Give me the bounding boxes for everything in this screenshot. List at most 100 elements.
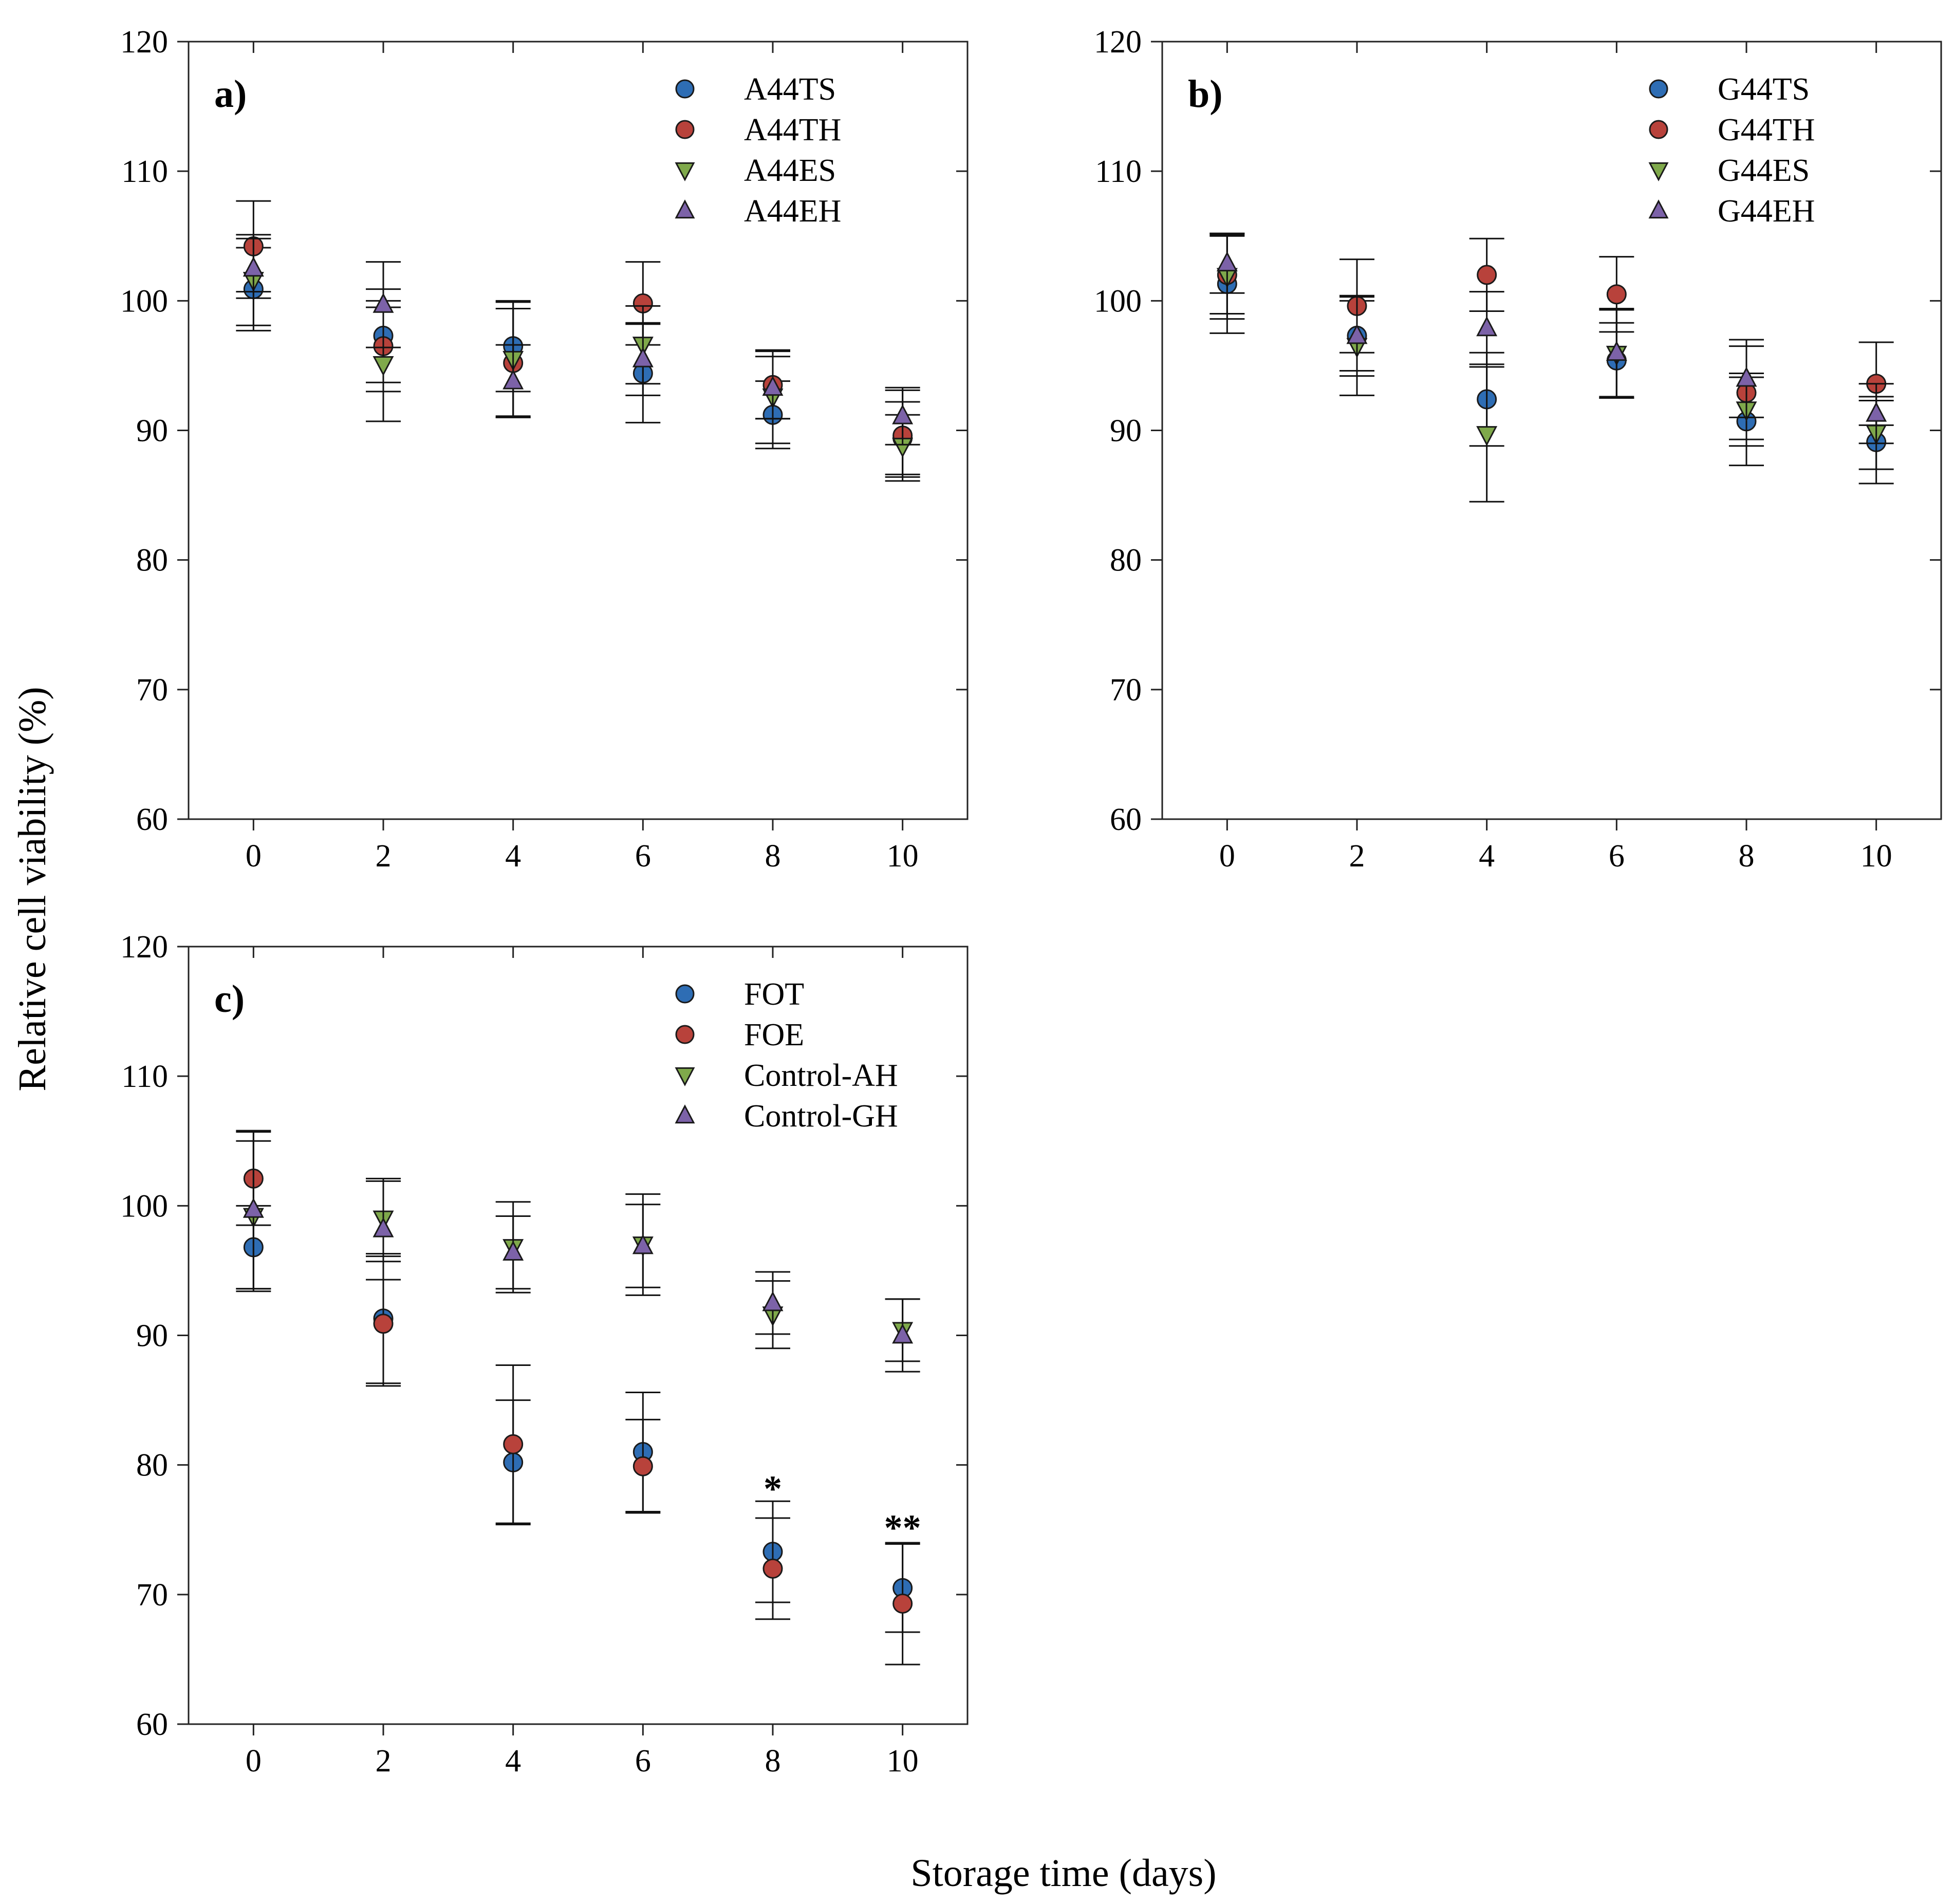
y-tick-label: 90	[136, 1319, 168, 1354]
x-tick-label: 8	[765, 839, 781, 874]
legend-label: A44TS	[744, 72, 836, 107]
data-point	[892, 404, 914, 424]
data-point	[632, 347, 654, 367]
legend-marker	[675, 984, 695, 1004]
legend-marker	[1648, 162, 1669, 181]
data-point	[1606, 284, 1627, 305]
series-foe	[236, 1131, 920, 1666]
x-tick-label: 2	[1349, 839, 1365, 874]
x-tick-label: 8	[1739, 839, 1755, 874]
data-point	[373, 1217, 394, 1237]
x-axis-title: Storage time (days)	[910, 1852, 1216, 1895]
data-point	[1346, 324, 1368, 344]
series-g44eh	[1209, 232, 1894, 445]
legend-label: A44TH	[744, 113, 841, 147]
legend-marker	[675, 1104, 695, 1124]
x-tick-label: 10	[887, 1744, 919, 1779]
legend-label: G44TS	[1718, 72, 1810, 107]
series-control-gh	[236, 1130, 920, 1373]
y-tick-label: 60	[136, 802, 168, 837]
x-tick-label: 4	[505, 839, 521, 874]
y-tick-label: 120	[120, 930, 168, 965]
data-point	[373, 292, 394, 313]
data-point	[373, 356, 394, 376]
legend-label: A44EH	[744, 194, 841, 229]
legend-marker	[675, 199, 695, 219]
significance-annotation: *	[764, 1468, 782, 1509]
data-point	[892, 1593, 913, 1614]
data-point	[1606, 341, 1627, 361]
series-fot	[236, 1205, 920, 1633]
legend-marker	[675, 79, 695, 99]
data-point	[373, 1314, 394, 1334]
legend-label: G44ES	[1718, 153, 1810, 188]
data-point	[243, 256, 264, 277]
data-point	[1736, 366, 1757, 387]
plot-frame	[188, 41, 969, 820]
x-tick-label: 8	[765, 1744, 781, 1779]
y-tick-label: 90	[1110, 414, 1142, 449]
y-tick-label: 80	[136, 1448, 168, 1483]
data-point	[892, 1323, 914, 1344]
series-g44ts	[1209, 234, 1894, 485]
legend-label: G44EH	[1718, 194, 1815, 229]
x-tick-label: 0	[246, 1744, 262, 1779]
x-tick-label: 0	[246, 839, 262, 874]
panel-c: 60 70 80 90 100 110 120 0 2 4 6 8 10 c) FOT FOE Control-…	[120, 930, 969, 1779]
legend-label: FOT	[744, 977, 804, 1012]
x-tick-label: 0	[1219, 839, 1235, 874]
series-control-ah	[236, 1140, 920, 1362]
legend-label: A44ES	[744, 153, 836, 188]
data-point	[762, 1291, 784, 1311]
data-point	[503, 1434, 524, 1454]
x-tick-label: 4	[1479, 839, 1495, 874]
panel-a: 60 70 80 90 100 110 120 0 2 4 6 8 10 a) A44TS A44TH A44E…	[120, 25, 969, 874]
y-tick-label: 100	[120, 1189, 168, 1224]
data-point	[632, 1234, 654, 1254]
y-tick-label: 120	[120, 25, 168, 60]
y-tick-label: 110	[1095, 154, 1142, 189]
panel-label: a)	[214, 72, 247, 116]
y-tick-label: 100	[1094, 284, 1142, 319]
legend-label: Control-GH	[744, 1099, 898, 1134]
data-point	[1476, 316, 1498, 337]
x-tick-label: 6	[1609, 839, 1625, 874]
y-tick-label: 120	[1094, 25, 1142, 60]
y-tick-label: 110	[121, 154, 168, 189]
significance-annotation: **	[884, 1507, 921, 1548]
x-tick-label: 10	[1860, 839, 1892, 874]
series-a44eh	[236, 237, 920, 446]
series-a44th	[236, 200, 920, 482]
x-tick-label: 6	[635, 839, 651, 874]
legend-label: FOE	[744, 1018, 804, 1052]
data-point	[762, 376, 784, 396]
x-tick-label: 2	[376, 839, 392, 874]
data-point	[503, 369, 524, 390]
y-tick-label: 70	[136, 673, 168, 708]
series-a44ts	[236, 247, 920, 475]
series-a44es	[236, 234, 920, 478]
data-point	[503, 1241, 524, 1261]
y-tick-label: 110	[121, 1059, 168, 1094]
y-tick-label: 60	[136, 1707, 168, 1742]
legend-marker	[675, 162, 695, 181]
data-point	[1477, 265, 1497, 285]
panel-b: 60 70 80 90 100 110 120 0 2 4 6 8 10 b) G44TS G44TH G44E…	[1094, 25, 1942, 874]
y-tick-label: 90	[136, 414, 168, 449]
legend-marker	[1649, 120, 1668, 139]
y-axis-title: Relative cell viability (%)	[11, 687, 54, 1091]
series-g44es	[1209, 232, 1894, 503]
data-point	[762, 1558, 783, 1579]
plot-frame	[1161, 41, 1942, 820]
legend-marker	[675, 120, 695, 139]
y-tick-label: 100	[120, 284, 168, 319]
x-tick-label: 6	[635, 1744, 651, 1779]
data-point	[1476, 426, 1498, 447]
data-point	[1866, 401, 1887, 422]
panel-label: c)	[214, 977, 245, 1021]
data-point	[632, 1456, 653, 1476]
x-tick-label: 2	[376, 1744, 392, 1779]
x-tick-label: 10	[887, 839, 919, 874]
legend-label: G44TH	[1718, 113, 1815, 147]
